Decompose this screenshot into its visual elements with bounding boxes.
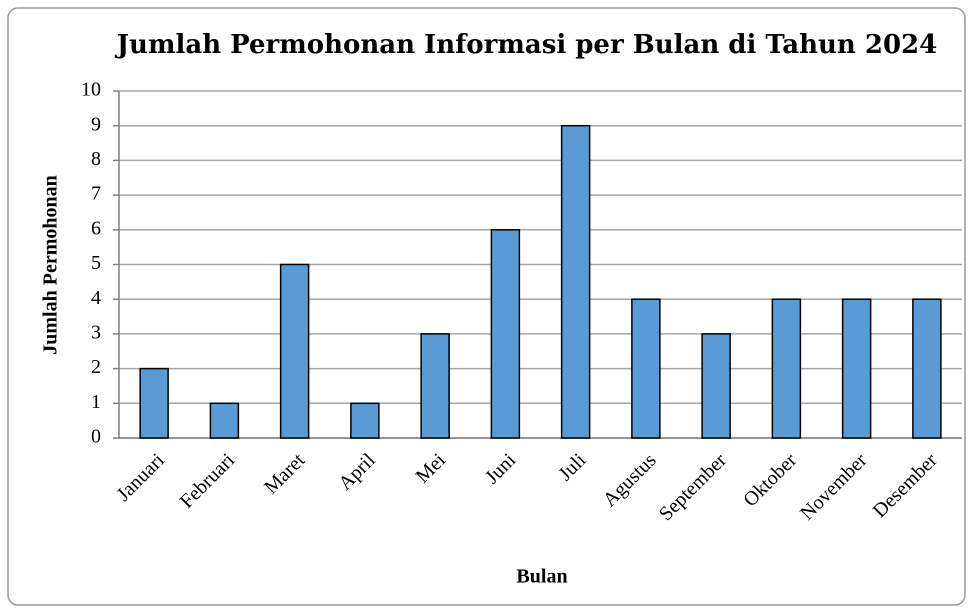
bar (841, 298, 872, 439)
bar (490, 229, 521, 439)
chart-frame (7, 7, 966, 606)
bar (631, 298, 661, 439)
y-tick-label: 7 (91, 183, 101, 205)
y-tick-label: 4 (91, 287, 101, 309)
y-tick-label: 1 (91, 391, 101, 413)
bar (771, 298, 802, 439)
chart-title: Jumlah Permohonan Informasi per Bulan di… (115, 30, 937, 60)
bar (139, 367, 169, 439)
bar (420, 333, 450, 439)
bar (209, 402, 240, 439)
y-axis-title: Jumlah Permohonan (40, 175, 62, 354)
y-tick-label: 10 (81, 79, 101, 101)
y-tick-label: 8 (91, 148, 101, 170)
bar (350, 402, 380, 439)
bar (279, 263, 310, 439)
y-tick-label: 5 (91, 252, 101, 274)
x-axis-title: Bulan (516, 566, 567, 588)
y-tick-label: 3 (91, 321, 101, 343)
y-tick-label: 2 (91, 356, 101, 378)
y-tick-label: 0 (91, 426, 101, 448)
bar (701, 333, 731, 439)
bar (560, 124, 591, 439)
y-tick-label: 9 (91, 113, 101, 135)
y-tick-label: 6 (91, 217, 101, 239)
bar (912, 298, 942, 439)
